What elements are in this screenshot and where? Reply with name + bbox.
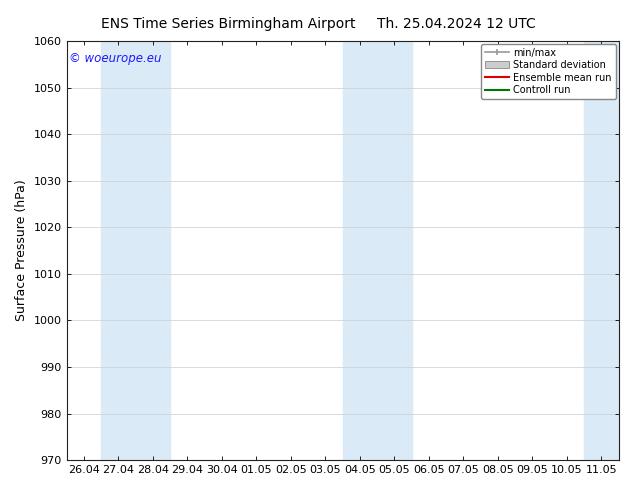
- Bar: [584, 41, 619, 460]
- Bar: [101, 41, 170, 460]
- Text: © woeurope.eu: © woeurope.eu: [69, 51, 162, 65]
- Text: Th. 25.04.2024 12 UTC: Th. 25.04.2024 12 UTC: [377, 17, 536, 31]
- Legend: min/max, Standard deviation, Ensemble mean run, Controll run: min/max, Standard deviation, Ensemble me…: [481, 44, 616, 99]
- Bar: [342, 41, 411, 460]
- Text: ENS Time Series Birmingham Airport: ENS Time Series Birmingham Airport: [101, 17, 356, 31]
- Y-axis label: Surface Pressure (hPa): Surface Pressure (hPa): [15, 180, 28, 321]
